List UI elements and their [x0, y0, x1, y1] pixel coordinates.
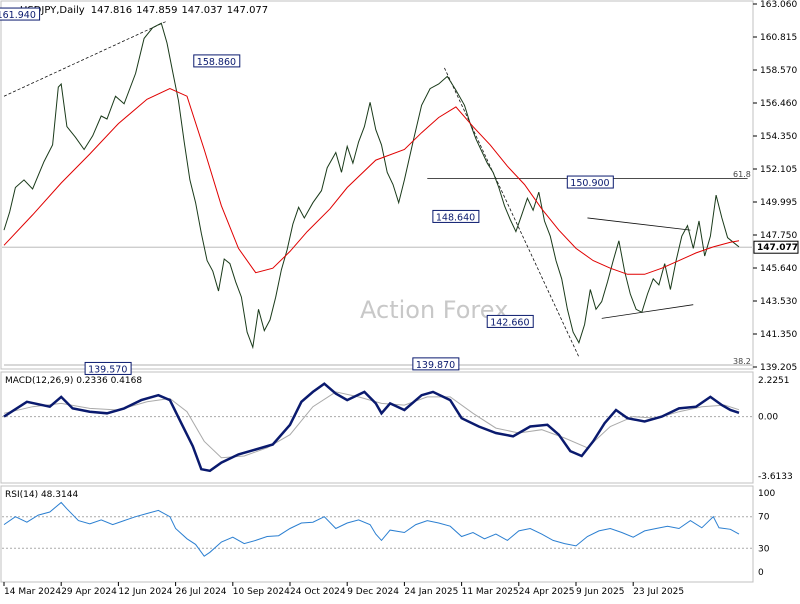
price-series-layer	[3, 22, 740, 350]
rsi-panel-frame	[0, 485, 754, 583]
macd-line	[3, 382, 740, 473]
price-tick-label: 154.350	[760, 132, 797, 142]
fib-level-label: 61.8	[733, 170, 751, 179]
x-tick-label: 12 Jun 2024	[118, 587, 172, 597]
macd-tick-label: 2.2251	[758, 376, 790, 386]
annotation-box	[193, 54, 241, 68]
x-tick-label: 24 Oct 2024	[290, 587, 346, 597]
x-tick-label: 24 Jan 2025	[404, 587, 458, 597]
annotation-label: 150.900	[570, 178, 609, 189]
rsi-tick-label: 30	[758, 544, 770, 554]
x-tick-label: 29 Apr 2024	[61, 587, 117, 597]
annotation-label: 158.860	[197, 57, 236, 68]
price-panel-frame	[0, 0, 754, 370]
annotation-box	[432, 209, 480, 223]
x-tick-label: 26 Jul 2024	[176, 587, 227, 597]
axes-labels: 163.060 160.815 158.570 156.460 154.350 152.1…	[3, 0, 799, 597]
x-tick-label: 23 Jul 2025	[633, 587, 684, 597]
price-tick-label: 143.530	[760, 297, 797, 307]
x-tick-label: 9 Jun 2025	[576, 587, 624, 597]
rsi-series-layer	[2, 501, 752, 557]
trendline	[444, 67, 580, 358]
annotation-label: 139.570	[88, 364, 127, 375]
macd-signal-line	[3, 391, 740, 459]
rsi-tick-label: 100	[758, 489, 775, 499]
price-tick-label: 147.750	[760, 231, 797, 241]
current-price-label: 147.077	[757, 243, 798, 253]
price-tick-label: 160.815	[760, 33, 797, 43]
watermark-text: Action Forex	[360, 296, 508, 324]
price-line	[3, 22, 740, 350]
trendline	[601, 304, 694, 319]
annotation-label: 161.940	[0, 10, 36, 21]
annotation-label: 142.660	[490, 317, 529, 328]
x-tick-label: 11 Mar 2025	[462, 587, 519, 597]
annotation-label: 139.870	[416, 360, 455, 371]
macd-tick-label: -3.6133	[758, 472, 793, 482]
macd-series-layer	[2, 382, 752, 473]
trendline	[3, 20, 168, 97]
symbol-title: USDJPY,Daily 147.816 147.859 147.037 147.077	[20, 5, 268, 16]
price-tick-label: 152.105	[760, 165, 797, 175]
price-annotations: 161.940 139.570 158.860 139.870 148.640 142.6…	[0, 7, 614, 375]
price-tick-label: 149.995	[760, 198, 797, 208]
macd-label: MACD(12,26,9) 0.2336 0.4168	[5, 376, 142, 386]
trendline	[587, 217, 691, 231]
x-tick-label: 14 Mar 2024	[4, 587, 61, 597]
macd-panel-frame	[0, 371, 754, 484]
annotation-box	[566, 175, 614, 189]
price-tick-label: 158.570	[760, 66, 797, 76]
annotation-box	[412, 357, 460, 371]
fib-level-label: 38.2	[733, 357, 751, 366]
annotation-box	[0, 7, 41, 21]
price-tick-label: 163.060	[760, 0, 797, 10]
annotation-box	[84, 361, 132, 375]
x-tick-label: 10 Sep 2024	[233, 587, 290, 597]
rsi-line	[3, 501, 740, 557]
moving-average-line	[3, 88, 740, 275]
price-tick-label: 139.205	[760, 363, 797, 373]
annotation-label: 148.640	[436, 212, 475, 223]
macd-tick-label: 0.00	[758, 413, 778, 423]
price-tick-label: 156.460	[760, 99, 797, 109]
rsi-tick-label: 0	[758, 568, 764, 578]
x-tick-label: 9 Dec 2024	[347, 587, 399, 597]
price-tick-label: 141.350	[760, 330, 797, 340]
current-price-box	[753, 240, 799, 254]
x-tick-label: 24 Apr 2025	[519, 587, 575, 597]
rsi-tick-label: 70	[758, 513, 770, 523]
price-tick-label: 145.640	[760, 264, 797, 274]
annotation-box	[486, 314, 534, 328]
rsi-label: RSI(14) 48.3144	[5, 490, 78, 500]
